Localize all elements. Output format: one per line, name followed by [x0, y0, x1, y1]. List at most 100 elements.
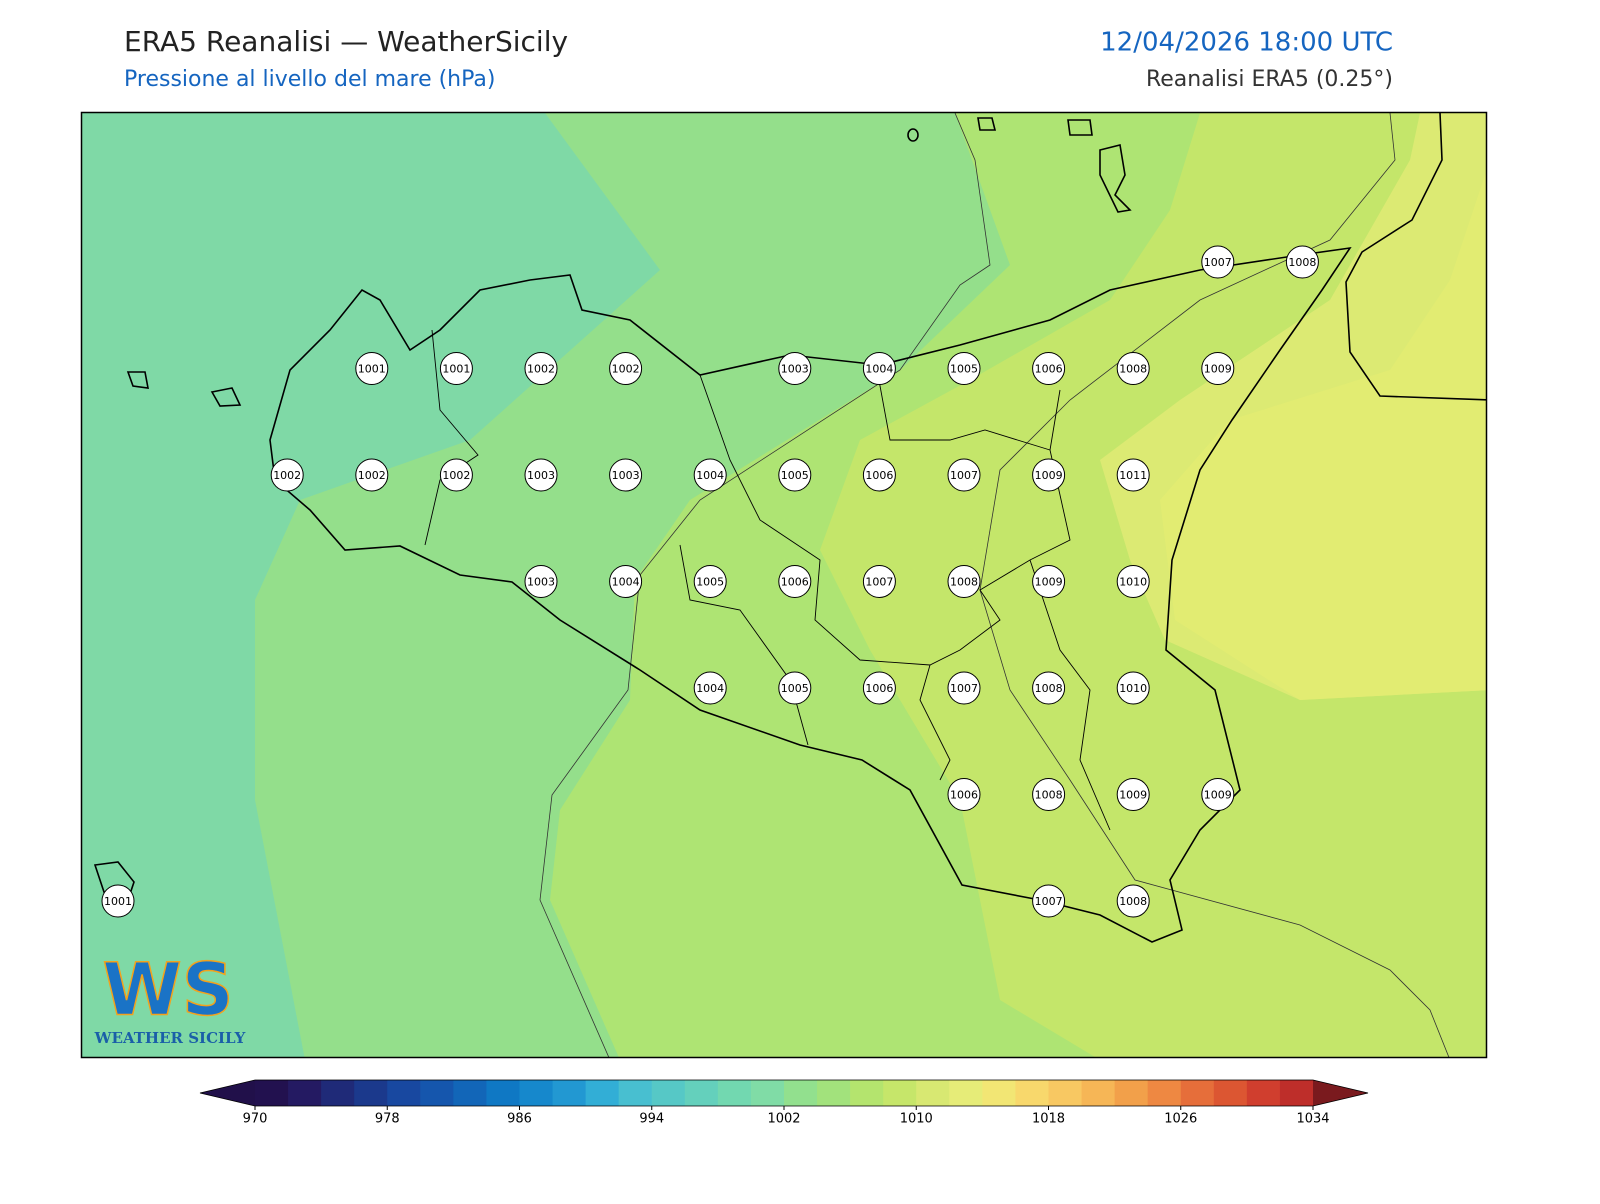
pressure-label: 1001 [358, 363, 386, 376]
colorbar-segment [1114, 1080, 1149, 1106]
pressure-marker [524, 458, 558, 492]
pressure-marker [609, 458, 643, 492]
pressure-label: 1005 [696, 576, 724, 589]
colorbar-tick-label: 1034 [1296, 1112, 1329, 1127]
pressure-marker [693, 565, 727, 598]
pressure-marker [862, 671, 896, 705]
pressure-label: 1004 [696, 469, 724, 482]
pressure-marker [1032, 778, 1066, 811]
map-frame [80, 111, 1488, 1059]
pressure-marker [1116, 352, 1150, 385]
colorbar-segment [651, 1080, 686, 1106]
pressure-marker [270, 458, 304, 492]
pressure-label: 1007 [950, 469, 978, 482]
pressure-label: 1010 [1119, 682, 1147, 695]
colorbar-segment [486, 1080, 520, 1106]
pressure-marker [1285, 245, 1319, 279]
pressure-label: 1008 [1035, 789, 1063, 802]
pressure-label: 1003 [527, 469, 555, 482]
colorbar-segment [321, 1080, 355, 1106]
pressure-marker [862, 565, 896, 598]
pressure-marker [1201, 245, 1235, 279]
colorbar-segment [618, 1080, 653, 1106]
pressure-marker [439, 458, 473, 492]
colorbar-tick-label: 1026 [1164, 1112, 1197, 1127]
pressure-label: 1002 [612, 363, 640, 376]
pressure-label: 1002 [527, 363, 555, 376]
colorbar-segment [255, 1080, 289, 1106]
pressure-marker [693, 671, 727, 705]
pressure-label: 1006 [865, 469, 893, 482]
pressure-marker [524, 565, 558, 598]
pressure-label: 1006 [781, 576, 809, 589]
colorbar-segment [1180, 1080, 1215, 1106]
colorbar-tick-label: 978 [375, 1112, 400, 1127]
pressure-marker [1116, 671, 1150, 705]
pressure-marker [101, 884, 135, 918]
pressure-marker [439, 352, 473, 385]
pressure-marker [947, 565, 981, 598]
pressure-label: 1009 [1035, 576, 1063, 589]
colorbar-tick-label: 1002 [767, 1112, 800, 1127]
pressure-marker [1032, 671, 1066, 705]
title: ERA5 Reanalisi — WeatherSicily [124, 25, 568, 58]
pressure-marker [355, 352, 389, 385]
colorbar-segment [519, 1080, 554, 1106]
pressure-marker [947, 778, 981, 811]
colorbar-tick-label: 1010 [900, 1112, 933, 1127]
pressure-marker [778, 352, 812, 385]
colorbar-segment [949, 1080, 983, 1106]
pressure-label: 1005 [781, 469, 809, 482]
pressure-label: 1008 [1119, 895, 1147, 908]
colorbar-segment [1213, 1080, 1248, 1106]
pressure-label: 1007 [1035, 895, 1063, 908]
pressure-marker [778, 671, 812, 705]
pressure-label: 1009 [1204, 789, 1232, 802]
pressure-marker [1201, 778, 1235, 811]
colorbar-segment [883, 1080, 917, 1106]
pressure-label: 1007 [865, 576, 893, 589]
pressure-marker [693, 458, 727, 492]
colorbar-segment [1246, 1080, 1281, 1106]
colorbar-segment [1147, 1080, 1182, 1106]
colorbar-segment [784, 1080, 818, 1106]
colorbar-segment [387, 1080, 421, 1106]
pressure-label: 1002 [442, 469, 470, 482]
colorbar-tick-label: 1018 [1032, 1112, 1065, 1127]
pressure-label: 1004 [696, 682, 724, 695]
pressure-marker [1201, 352, 1235, 385]
colorbar-segment [1048, 1080, 1083, 1106]
pressure-label: 1008 [1035, 682, 1063, 695]
colorbar-segment [453, 1080, 487, 1106]
pressure-label: 1009 [1204, 363, 1232, 376]
pressure-marker [1032, 458, 1066, 492]
pressure-label: 1007 [950, 682, 978, 695]
pressure-label: 1005 [781, 682, 809, 695]
pressure-marker [947, 671, 981, 705]
pressure-marker [1116, 565, 1150, 598]
colorbar-segment [288, 1080, 322, 1106]
pressure-marker [524, 352, 558, 385]
pressure-label: 1002 [358, 469, 386, 482]
pressure-marker [1032, 884, 1066, 918]
colorbar-segment [750, 1080, 785, 1106]
pressure-marker [778, 565, 812, 598]
source: Reanalisi ERA5 (0.25°) [1146, 67, 1393, 92]
pressure-label: 1006 [865, 682, 893, 695]
colorbar-segment [1081, 1080, 1116, 1106]
pressure-label: 1008 [950, 576, 978, 589]
pressure-label: 1007 [1204, 256, 1232, 269]
pressure-label: 1011 [1119, 469, 1147, 482]
colorbar-segment [817, 1080, 851, 1106]
colorbar-segment [552, 1080, 587, 1106]
pressure-marker [1032, 352, 1066, 385]
colorbar-segment [420, 1080, 454, 1106]
logo-initials: WS [102, 948, 233, 1032]
colorbar-segment [684, 1080, 719, 1106]
pressure-marker [1032, 565, 1066, 598]
colorbar-segment [717, 1080, 752, 1106]
pressure-label: 1003 [781, 363, 809, 376]
pressure-label: 1009 [1119, 789, 1147, 802]
